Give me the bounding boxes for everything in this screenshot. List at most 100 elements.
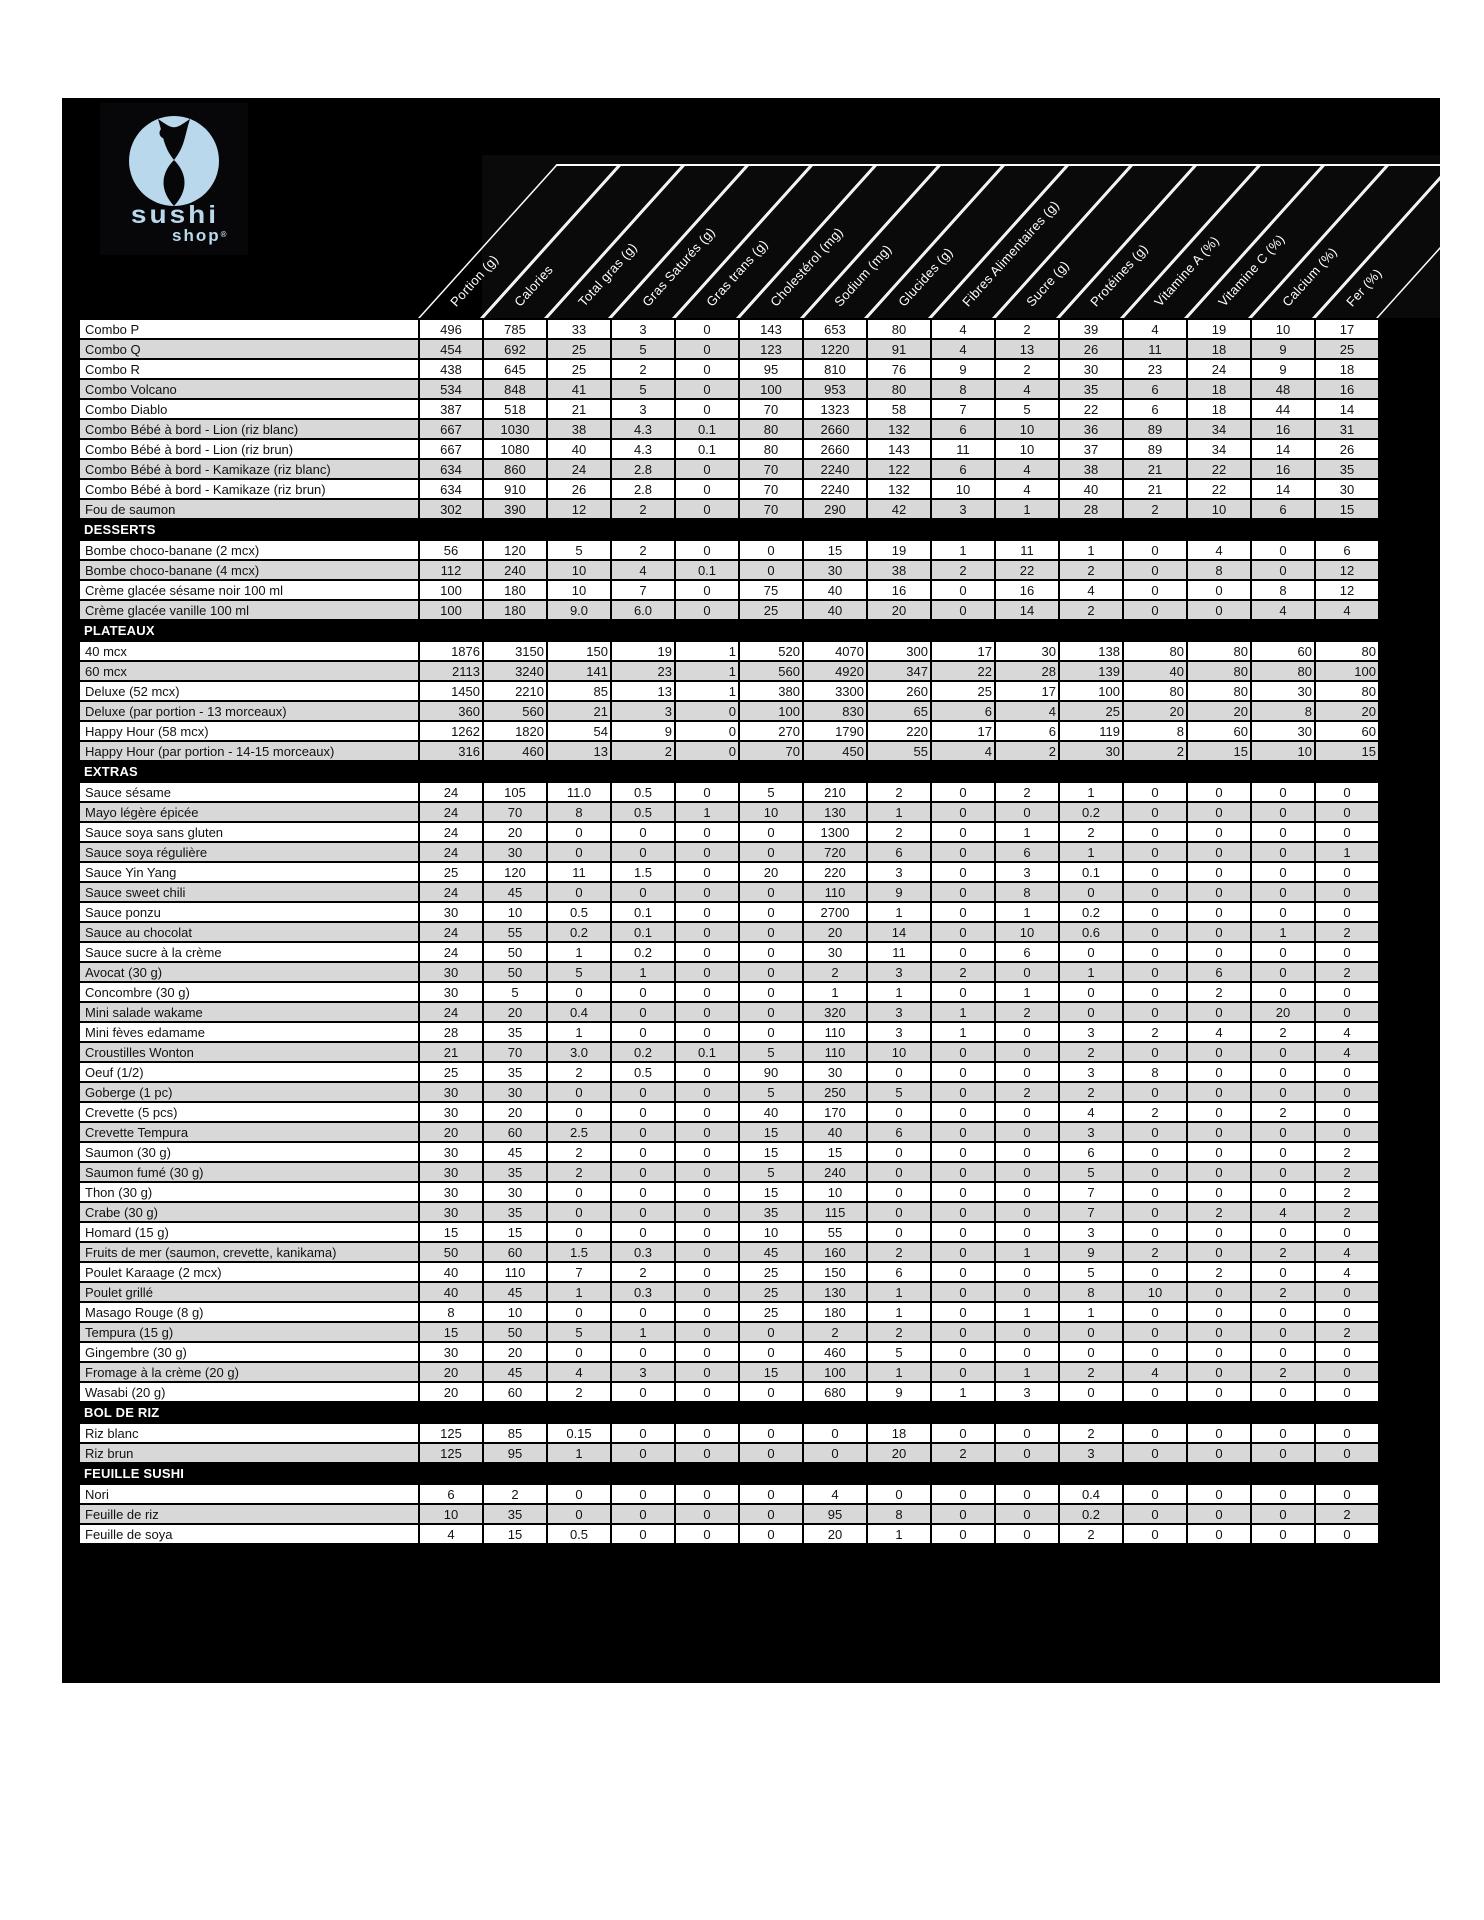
value-cell: 0 — [1186, 1241, 1252, 1263]
value-cell: 100 — [418, 599, 484, 621]
value-cell: 20 — [418, 1381, 484, 1403]
value-cell: 14 — [1250, 438, 1316, 460]
value-cell: 20 — [866, 599, 932, 621]
table-row: Happy Hour (par portion - 14-15 morceaux… — [78, 740, 1380, 762]
value-cell: 0 — [674, 901, 740, 923]
value-cell: 4 — [1058, 1101, 1124, 1123]
value-cell: 360 — [418, 700, 484, 722]
value-cell: 1790 — [802, 720, 868, 742]
value-cell: 20 — [866, 1442, 932, 1464]
value-cell: 4070 — [802, 640, 868, 662]
value-cell: 30 — [418, 1201, 484, 1223]
value-cell: 10 — [1250, 318, 1316, 340]
value-cell: 0 — [738, 1523, 804, 1545]
value-cell: 0 — [610, 1001, 676, 1023]
value-cell: 5 — [738, 1081, 804, 1103]
value-cell: 0 — [674, 1001, 740, 1023]
row-label-cell: Saumon fumé (30 g) — [78, 1161, 420, 1183]
value-cell: 20 — [1186, 700, 1252, 722]
value-cell: 3 — [1058, 1021, 1124, 1043]
value-cell: 0 — [930, 579, 996, 601]
section-header-bar: FEUILLE SUSHI — [78, 1462, 1380, 1485]
value-cell: 6 — [866, 841, 932, 863]
row-label-cell: Avocat (30 g) — [78, 961, 420, 983]
value-cell: 35 — [482, 1201, 548, 1223]
value-cell: 30 — [418, 901, 484, 923]
value-cell: 0 — [994, 1261, 1060, 1283]
value-cell: 0 — [1122, 841, 1188, 863]
value-cell: 2 — [1314, 921, 1380, 943]
value-cell: 30 — [418, 1101, 484, 1123]
value-cell: 0.1 — [674, 418, 740, 440]
value-cell: 1820 — [482, 720, 548, 742]
value-cell: 0 — [738, 981, 804, 1003]
value-cell: 24 — [418, 841, 484, 863]
value-cell: 39 — [1058, 318, 1124, 340]
value-cell: 210 — [802, 781, 868, 803]
value-cell: 8 — [1250, 700, 1316, 722]
value-cell: 2 — [1122, 1021, 1188, 1043]
table-row: Croustilles Wonton 21 70 3.0 0.2 0.1 5 110 10 0 0 2… — [78, 1041, 1380, 1063]
value-cell: 0 — [930, 1361, 996, 1383]
value-cell: 2 — [1058, 1041, 1124, 1063]
value-cell: 1 — [674, 680, 740, 702]
value-cell: 0 — [1314, 861, 1380, 883]
value-cell: 0 — [738, 1483, 804, 1505]
value-cell: 320 — [802, 1001, 868, 1023]
value-cell: 20 — [418, 1361, 484, 1383]
value-cell: 4.3 — [610, 438, 676, 460]
value-cell: 20 — [1250, 1001, 1316, 1023]
value-cell: 0 — [674, 1181, 740, 1203]
section-header-bar: BOL DE RIZ — [78, 1401, 1380, 1424]
value-cell: 15 — [802, 1141, 868, 1163]
value-cell: 1262 — [418, 720, 484, 742]
row-label-cell: Wasabi (20 g) — [78, 1381, 420, 1403]
value-cell: 0 — [994, 1442, 1060, 1464]
value-cell: 438 — [418, 358, 484, 380]
value-cell: 0 — [1186, 1442, 1252, 1464]
value-cell: 40 — [802, 579, 868, 601]
value-cell: 100 — [802, 1361, 868, 1383]
value-cell: 0 — [1186, 921, 1252, 943]
value-cell: 0 — [546, 1221, 612, 1243]
value-cell: 17 — [930, 720, 996, 742]
row-label-cell: Fou de saumon — [78, 498, 420, 520]
value-cell: 50 — [482, 1321, 548, 1343]
value-cell: 70 — [482, 1041, 548, 1063]
value-cell: 42 — [866, 498, 932, 520]
value-cell: 20 — [1122, 700, 1188, 722]
value-cell: 5 — [994, 398, 1060, 420]
value-cell: 60 — [1186, 720, 1252, 742]
value-cell: 2 — [1058, 1081, 1124, 1103]
value-cell: 0 — [1186, 1141, 1252, 1163]
value-cell: 250 — [802, 1081, 868, 1103]
value-cell: 4 — [1314, 1041, 1380, 1063]
value-cell: 0 — [674, 740, 740, 762]
value-cell: 0 — [674, 1161, 740, 1183]
value-cell: 40 — [418, 1261, 484, 1283]
value-cell: 0 — [546, 1201, 612, 1223]
value-cell: 0 — [738, 559, 804, 581]
value-cell: 30 — [482, 1181, 548, 1203]
value-cell: 0 — [1314, 901, 1380, 923]
value-cell: 33 — [546, 318, 612, 340]
value-cell: 0 — [610, 1101, 676, 1123]
value-cell: 0 — [546, 1483, 612, 1505]
value-cell: 0 — [866, 1161, 932, 1183]
value-cell: 785 — [482, 318, 548, 340]
value-cell: 80 — [738, 438, 804, 460]
value-cell: 0 — [1186, 1221, 1252, 1243]
value-cell: 2 — [1058, 1523, 1124, 1545]
value-cell: 38 — [1058, 458, 1124, 480]
value-cell: 17 — [1314, 318, 1380, 340]
value-cell: 5 — [546, 961, 612, 983]
value-cell: 6 — [1122, 398, 1188, 420]
value-cell: 40 — [1058, 478, 1124, 500]
table-row: Poulet grillé 40 45 1 0.3 0 25 130 1 0 0 8 10 0 2 0 — [78, 1281, 1380, 1303]
value-cell: 18 — [1186, 398, 1252, 420]
table-row: Mini salade wakame 24 20 0.4 0 0 0 320 3 1 2 0 0 0 20 0 — [78, 1001, 1380, 1023]
value-cell: 1 — [546, 941, 612, 963]
row-label-cell: Crème glacée vanille 100 ml — [78, 599, 420, 621]
value-cell: 0 — [610, 981, 676, 1003]
value-cell: 0.5 — [546, 901, 612, 923]
